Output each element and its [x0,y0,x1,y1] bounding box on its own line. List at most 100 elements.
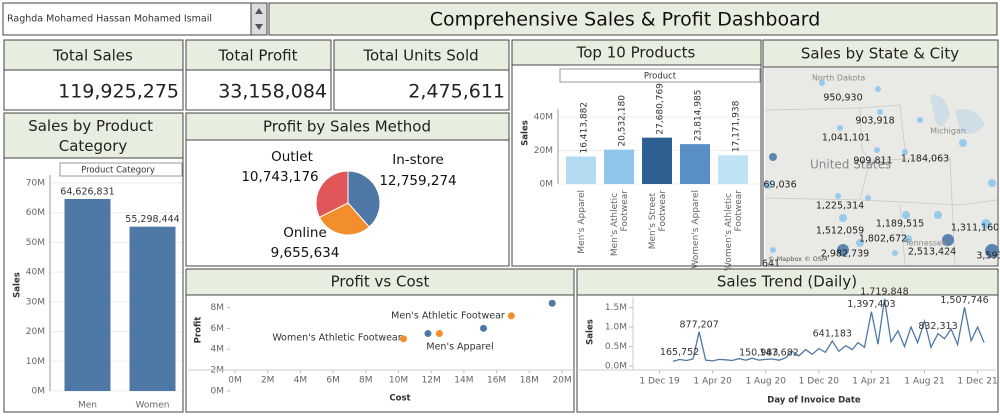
panel-band [511,39,762,66]
x-axis-label: Day of Invoice Date [767,396,861,406]
dropdown-up [255,8,263,14]
y-tick-label: 1.5M [605,303,627,313]
slice-value: 12,759,274 [379,173,456,189]
y-tick-label: 20M [26,327,45,337]
value-label: 1,719,848 [860,287,908,298]
map-dot [877,109,883,115]
x-tick-label: 0M [228,376,242,386]
value-label: 165,752 [660,347,699,358]
panel-title: Profit by Sales Method [263,118,431,136]
y-tick-label: 6M [211,324,225,334]
y-tick-label: 50M [26,238,45,248]
y-tick-label: 30M [26,297,45,307]
y-tick-label: 1.0M [605,323,627,333]
y-axis-label: Profit [194,317,204,344]
x-tick-label: 1 Aug 20 [745,377,786,387]
map-dot [874,147,880,153]
axis-header-box [59,162,183,177]
annotation: Women's Athletic Footwear [272,333,401,344]
dropdown[interactable] [250,2,268,36]
map-background [765,68,997,265]
x-tick-label: 1 Dec 20 [799,377,840,387]
scatter-point [548,299,556,307]
trend-line [672,298,985,362]
map-dot [837,125,843,131]
y-tick-label: 0.5M [605,342,627,352]
x-tick-label: 18M [520,376,539,386]
panel-band [185,268,575,296]
slice-value: 9,655,634 [271,245,340,261]
place-label: United States [810,158,891,172]
kpi-title: Total Sales [52,47,133,65]
x-tick-label: 6M [326,376,340,386]
bar [64,198,111,391]
map-value-label: 903,918 [855,116,894,127]
map-value-label: 641 [762,259,780,270]
bar [642,137,672,184]
y-axis-label: Sales [586,319,596,345]
map-dot [988,179,996,187]
place-label: North Dakota [812,74,865,83]
value-label: 832,313 [918,321,957,332]
kpi-band [3,39,184,71]
x-tick-label: Men's Athletic Footwear [610,190,630,256]
kpi-value: 119,925,275 [58,81,179,103]
bar [680,144,710,184]
x-tick-label: Women [136,401,170,411]
value-label: 1,507,746 [940,295,988,306]
map-value-label: 2,513,424 [908,247,956,258]
kpi-value: 33,158,084 [218,81,327,103]
y-tick-label: 0M [211,387,225,397]
pie-slice [347,170,381,228]
slice-label: In-store [392,152,444,168]
value-label: 64,626,831 [60,186,114,197]
y-tick-label: 2M [211,366,225,376]
annotation: Men's Apparel [426,342,493,353]
y-tick-label: 0.0M [605,362,627,372]
slice-label: Outlet [271,149,313,165]
map-value-label: 3,593 [976,251,1000,262]
map-value-label: 1,041,101 [822,133,870,144]
slice-value: 10,743,176 [241,169,318,185]
y-tick-label: 40M [26,268,45,278]
value-label: 20,532,180 [618,95,628,147]
map-dot [892,250,898,256]
panel-title: Sales by Product Category [28,117,158,155]
value-label: 27,680,769 [656,83,666,135]
panel-band [576,268,999,296]
y-tick-label: 40M [534,113,553,123]
kpi-title: Total Units Sold [362,47,478,65]
y-tick-label: 0M [32,387,46,397]
map-dot [902,149,908,155]
panel-title: Top 10 Products [576,44,696,62]
x-tick-label: 4M [294,376,308,386]
map-dot [934,211,942,219]
y-tick-label: 20M [534,146,553,156]
map-value-label: 1,189,515 [876,219,924,230]
x-tick-label: 1 Aug 21 [904,377,944,387]
scatter-point [480,324,488,332]
user-box [2,2,268,36]
map-dot [917,117,923,123]
x-tick-label: 1 Dec 19 [639,377,680,387]
x-tick-label: 14M [454,376,473,386]
map-lakes [930,94,985,134]
y-tick-label: 0M [540,180,554,190]
map-borders [764,104,998,266]
x-tick-label: 8M [359,376,373,386]
map-value-label: 909,811 [853,156,892,167]
map-dot [835,193,841,199]
map-dot [981,219,991,229]
panel-band [185,112,510,141]
map-value-label: 1,311,160 [951,223,999,234]
map-value-label: 950,930 [823,93,862,104]
slice-label: Online [283,225,327,241]
value-label: 23,814,985 [694,90,704,142]
x-tick-label: 12M [422,376,441,386]
map-dot [769,153,777,161]
map-dot [819,80,825,86]
map-value-label: 2,982,739 [821,249,869,260]
panel-title: Sales Trend (Daily) [717,273,857,291]
value-label: 16,413,882 [580,102,590,154]
